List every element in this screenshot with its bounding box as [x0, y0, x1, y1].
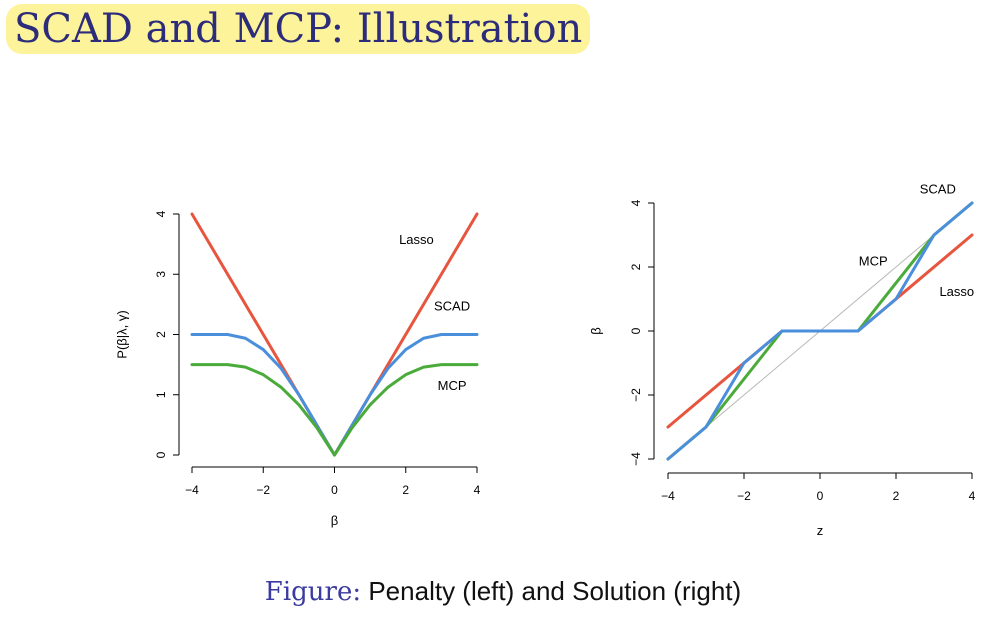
chart2-y-axis-title: β	[589, 327, 604, 334]
chart1-y-tick-label: 0	[154, 451, 168, 458]
chart2-x-tick-label: 0	[817, 489, 824, 503]
chart1-x-axis-title: β	[331, 513, 338, 528]
penalty-chart: −4 −2 0 2 4 0 1 2 3 4 β P(β|λ, γ) Lasso SCAD MCP	[115, 210, 481, 528]
chart1-x-tick-label: −2	[256, 483, 270, 497]
slide-title: SCAD and MCP: Illustration	[6, 4, 591, 54]
chart1-y-tick-label: 2	[154, 331, 168, 338]
chart1-y-tick-label: 4	[154, 210, 168, 217]
chart2-y-tick-label: −4	[629, 452, 643, 466]
solution-chart: −4 −2 0 2 4 −4 −2 0 2 4 z β Lasso MCP SCAD	[589, 181, 976, 538]
chart2-x-tick-label: −4	[661, 489, 675, 503]
chart1-x-tick-label: 4	[474, 483, 481, 497]
chart2-x-tick-label: −2	[737, 489, 751, 503]
chart1-y-tick-label: 3	[154, 271, 168, 278]
chart2-label-scad: SCAD	[920, 181, 956, 196]
chart2-x-tick-label: 2	[893, 489, 900, 503]
chart1-label-lasso: Lasso	[399, 232, 434, 247]
chart2-x-tick-label: 4	[969, 489, 976, 503]
chart2-label-lasso: Lasso	[939, 284, 974, 299]
chart1-x-tick-label: −4	[185, 483, 199, 497]
chart1-y-tick-label: 1	[154, 391, 168, 398]
chart1-x-tick-label: 2	[402, 483, 409, 497]
chart1-x-tick-label: 0	[331, 483, 338, 497]
caption-lead: Figure:	[264, 577, 362, 607]
figure-caption: Figure: Penalty (left) and Solution (rig…	[0, 576, 1006, 607]
chart2-y-tick-label: 2	[629, 263, 643, 270]
chart1-label-scad: SCAD	[434, 298, 470, 313]
caption-text: Penalty (left) and Solution (right)	[368, 576, 742, 606]
chart2-y-tick-label: 0	[629, 327, 643, 334]
chart2-label-mcp: MCP	[859, 253, 888, 268]
chart2-y-tick-label: 4	[629, 199, 643, 206]
chart1-series-mcp	[190, 363, 479, 457]
chart2-series-scad	[666, 201, 974, 461]
chart2-y-tick-label: −2	[629, 388, 643, 402]
chart1-y-axis-title: P(β|λ, γ)	[115, 310, 130, 358]
chart1-label-mcp: MCP	[438, 378, 467, 393]
chart2-x-axis-title: z	[817, 523, 824, 538]
